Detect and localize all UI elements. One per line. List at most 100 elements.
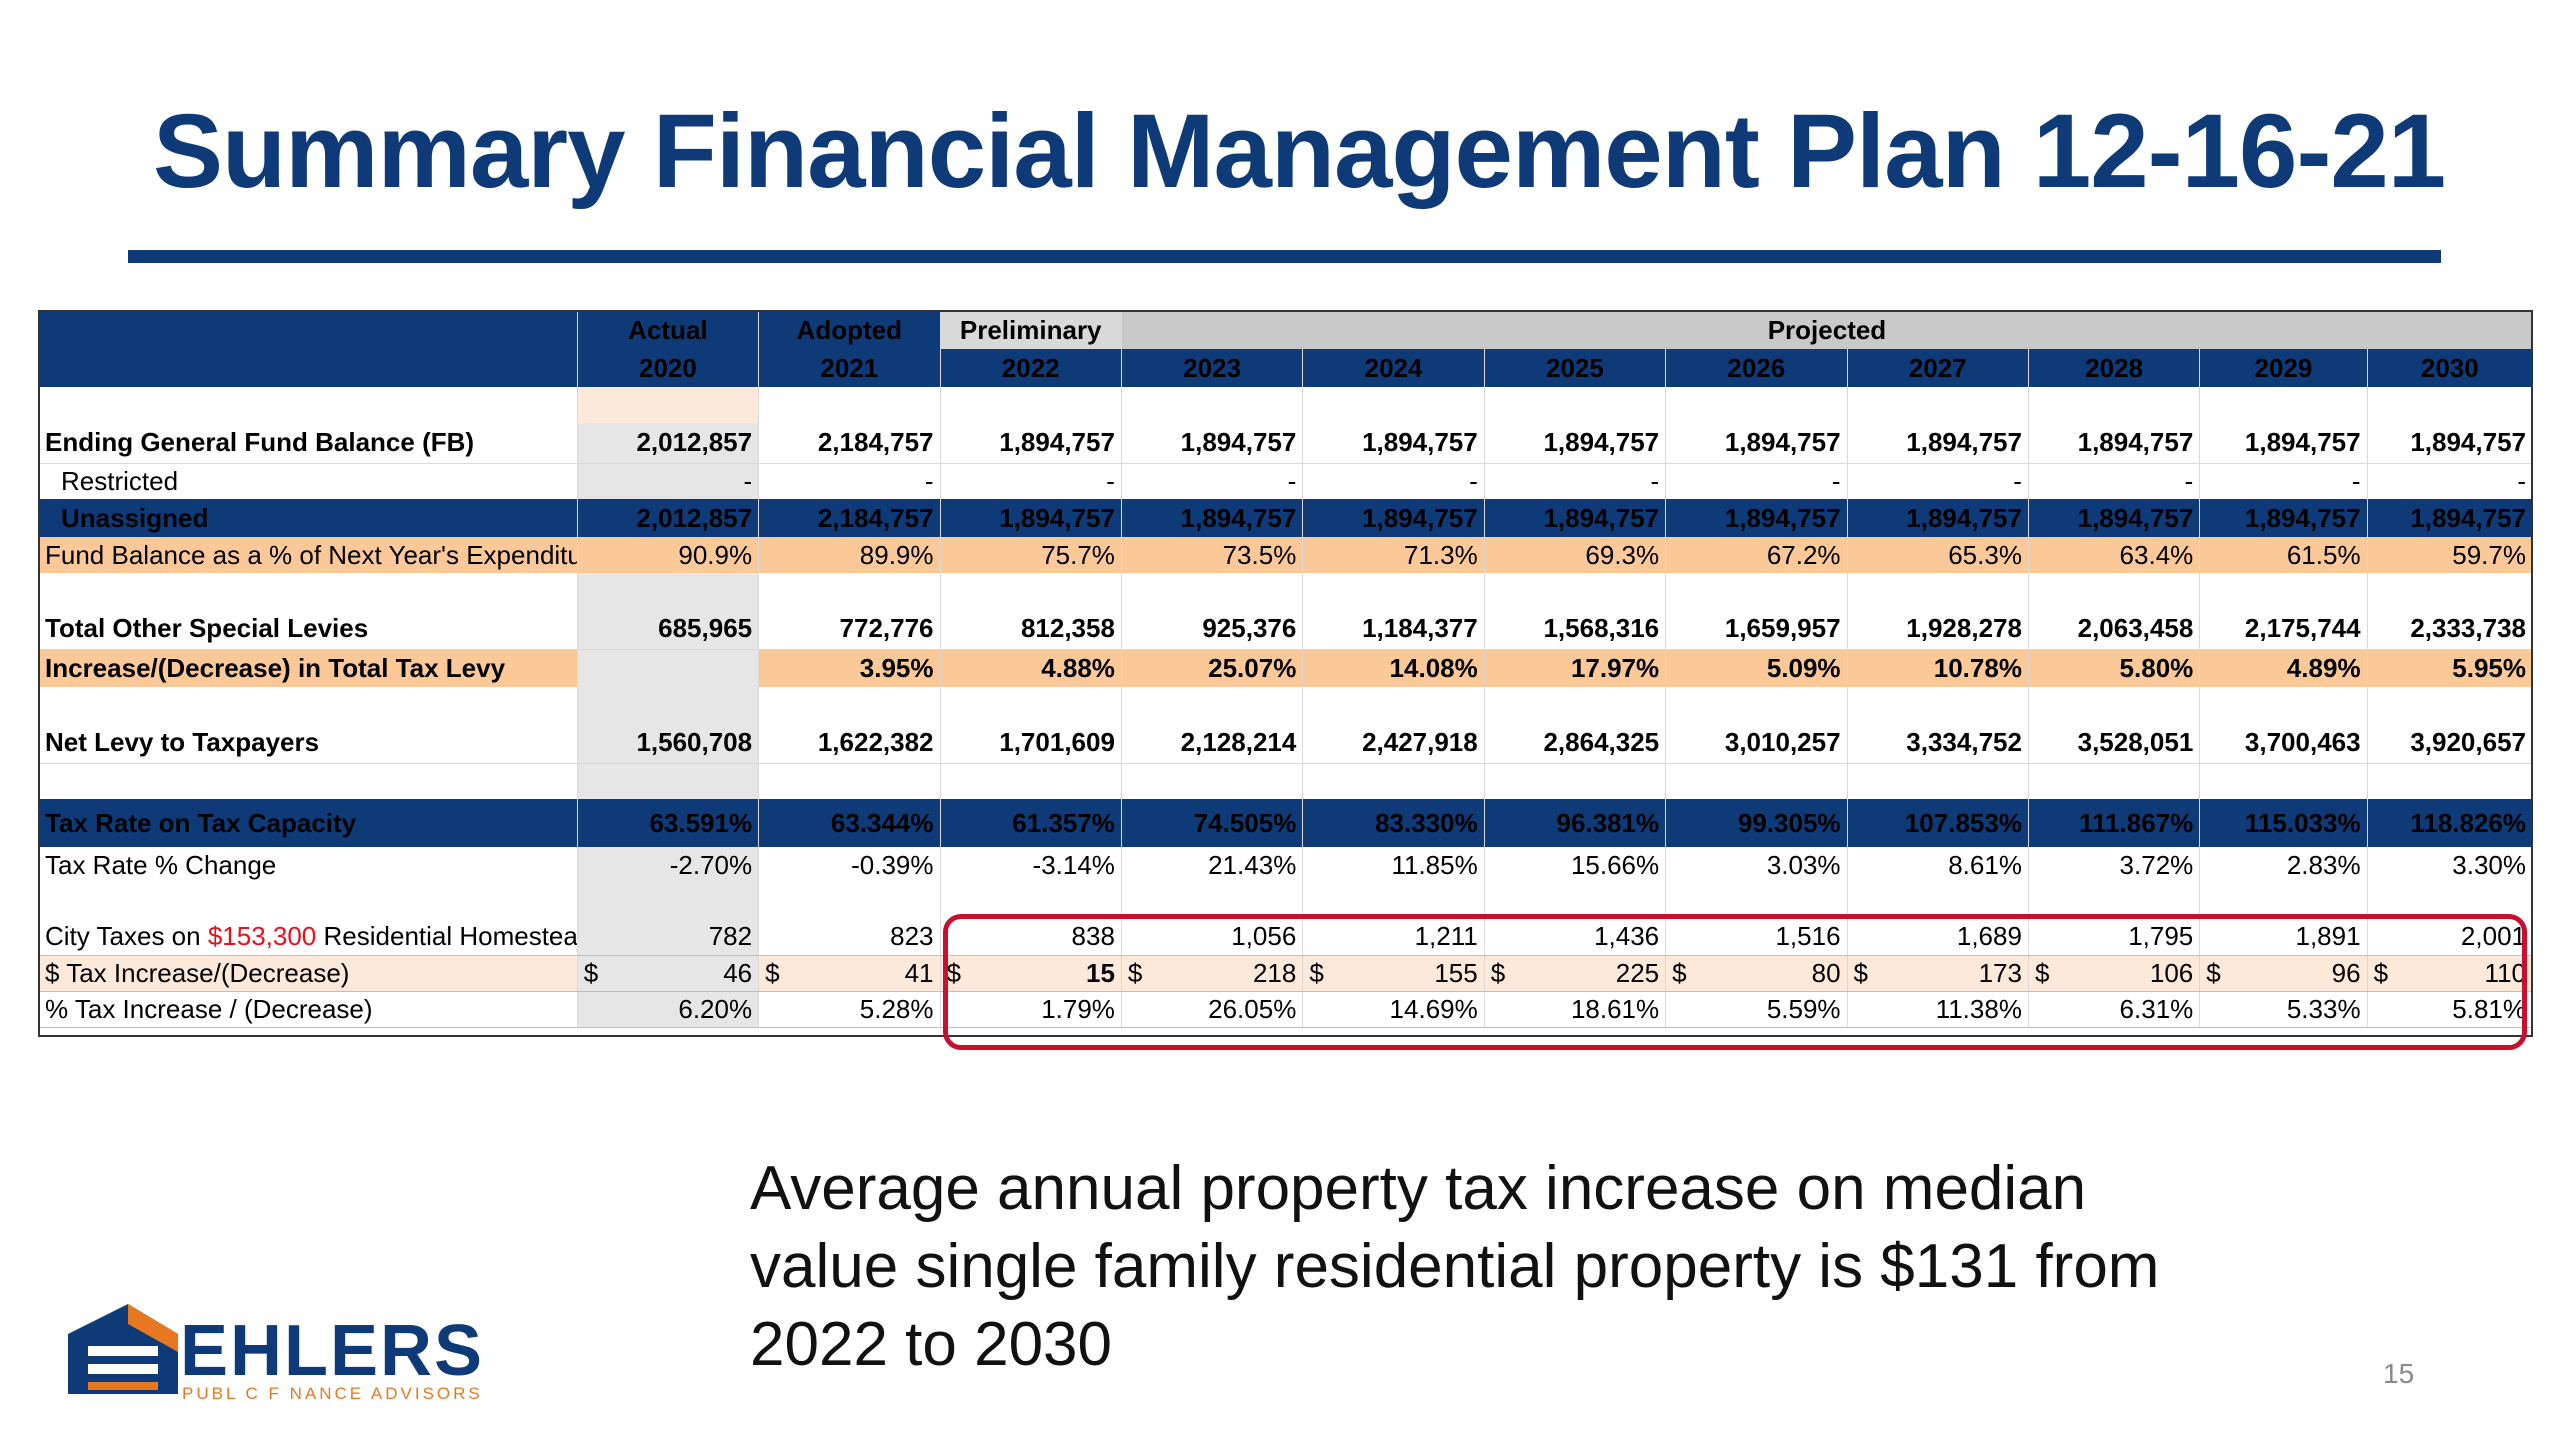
currency-symbol: $ (1672, 957, 1687, 988)
logo-tagline: PUBL C F NANCE ADVISORS (182, 1384, 483, 1403)
table-cell: 3.03% (1665, 847, 1848, 883)
table-cell: 925,376 (1121, 609, 1304, 650)
table-cell: 823 (758, 919, 941, 956)
table-cell: 1,894,757 (1847, 423, 2029, 464)
row-label: Restricted (39, 463, 578, 499)
table-cell: 63.4% (2028, 537, 2201, 573)
table-cell: 2,175,744 (2199, 609, 2368, 650)
table-cell: 2.83% (2199, 847, 2368, 883)
highlight-box (943, 914, 2527, 1050)
table-cell: 8.61% (1847, 847, 2029, 883)
table-cell: $96 (2199, 955, 2368, 992)
table-cell: 69.3% (1484, 537, 1667, 573)
table-cell: 90.9% (577, 537, 760, 573)
table-cell: 6.31% (2028, 991, 2201, 1028)
header-year: 2030 (2367, 349, 2534, 387)
table-cell: 1,894,757 (2367, 499, 2534, 537)
table-cell: 3.72% (2028, 847, 2201, 883)
cell-value: 155 (1434, 957, 1478, 988)
table-cell: 1,894,757 (2028, 423, 2201, 464)
row-dollar-tax-change: $ Tax Increase/(Decrease) $46 $41 $15 $218 $1… (39, 955, 2534, 992)
header-year: 2022 (940, 349, 1122, 387)
table-cell: 14.69% (1302, 991, 1485, 1028)
table-cell: 812,358 (940, 609, 1122, 650)
currency-symbol: $ (1127, 957, 1143, 988)
table-cell: - (1847, 463, 2029, 499)
table-cell: - (2199, 463, 2368, 499)
cell-value: 110 (2484, 957, 2526, 988)
row-city-taxes: City Taxes on $153,300 Residential Homes… (39, 919, 2534, 956)
table-cell: 2,333,738 (2367, 609, 2534, 650)
table-cell: 1,795 (2028, 919, 2201, 956)
table-cell: 18.61% (1484, 991, 1667, 1028)
row-total-other-special-levies: Total Other Special Levies 685,965 772,776… (39, 609, 2534, 650)
table-cell: 2,063,458 (2028, 609, 2201, 650)
header-year: 2020 (577, 349, 760, 387)
table-cell (577, 649, 760, 687)
table-cell: 99.305% (1665, 799, 1848, 847)
table-cell: 3,334,752 (1847, 723, 2029, 764)
row-label: Tax Rate % Change (39, 847, 578, 883)
header-projected: Projected (1121, 311, 2534, 349)
title-underline (128, 250, 2441, 263)
table-cell: 71.3% (1302, 537, 1485, 573)
currency-symbol: $ (1490, 957, 1506, 988)
currency-symbol: $ (1309, 957, 1324, 988)
table-cell: 772,776 (758, 609, 941, 650)
table-cell: 2,012,857 (577, 423, 760, 464)
row-tax-rate: Tax Rate on Tax Capacity 63.591% 63.344% 61… (39, 799, 2534, 847)
table-cell: $173 (1847, 955, 2029, 992)
currency-symbol: $ (583, 957, 599, 988)
table-cell: 1,894,757 (1484, 499, 1667, 537)
table-cell: 1,894,757 (1665, 423, 1848, 464)
table-cell: 75.7% (940, 537, 1122, 573)
table-cell: 1,894,757 (1121, 423, 1304, 464)
header-year: 2028 (2028, 349, 2201, 387)
table-cell: 5.09% (1665, 649, 1848, 687)
table-cell: $46 (577, 955, 760, 992)
table-cell: 1,560,708 (577, 723, 760, 764)
table-cell: 26.05% (1121, 991, 1304, 1028)
cell-value: 15 (1086, 957, 1115, 988)
row-fund-balance-pct: Fund Balance as a % of Next Year's Expen… (39, 537, 2534, 573)
table-cell: 10.78% (1847, 649, 2029, 687)
table-cell: - (2028, 463, 2201, 499)
table-cell: 1,894,757 (2028, 499, 2201, 537)
table-cell: - (940, 463, 1122, 499)
currency-symbol: $ (2206, 957, 2221, 988)
row-label: $ Tax Increase/(Decrease) (39, 955, 578, 992)
table-cell: 83.330% (1302, 799, 1485, 847)
header-group-row: Actual Adopted Preliminary Projected (39, 311, 2534, 349)
table-cell: $41 (758, 955, 941, 992)
table-cell: 1,894,757 (1847, 499, 2029, 537)
spacer-row (39, 883, 2534, 919)
header-year-row: 2020 2021 2022 2023 2024 2025 2026 2027 2028 2029… (39, 349, 2534, 387)
table-cell: - (577, 463, 760, 499)
table-cell: 1,184,377 (1302, 609, 1485, 650)
table-cell: 1,894,757 (2367, 423, 2534, 464)
table-cell: - (1484, 463, 1667, 499)
table-cell: 61.5% (2199, 537, 2368, 573)
row-label: Net Levy to Taxpayers (39, 723, 578, 764)
table-cell: 73.5% (1121, 537, 1304, 573)
table-cell: 63.591% (577, 799, 760, 847)
table-cell: $110 (2367, 955, 2534, 992)
table-cell: 3.95% (758, 649, 941, 687)
table-cell: 2,128,214 (1121, 723, 1304, 764)
table-cell: 1,622,382 (758, 723, 941, 764)
table-cell: 1,894,757 (940, 423, 1122, 464)
logo-wordmark: EHLERS (180, 1311, 485, 1391)
table-cell: 111.867% (2028, 799, 2201, 847)
row-label: Total Other Special Levies (39, 609, 578, 650)
table-cell: 1.79% (940, 991, 1122, 1028)
table-cell: 2,184,757 (758, 423, 941, 464)
table-cell: 3,920,657 (2367, 723, 2534, 764)
table-cell: 1,894,757 (1302, 423, 1485, 464)
table-cell: 1,928,278 (1847, 609, 2029, 650)
financial-plan-table: Actual Adopted Preliminary Projected 202… (39, 311, 2534, 1028)
table-cell: 61.357% (940, 799, 1122, 847)
row-tax-rate-change: Tax Rate % Change -2.70% -0.39% -3.14% 21.43… (39, 847, 2534, 883)
row-net-levy: Net Levy to Taxpayers 1,560,708 1,622,382 1… (39, 723, 2534, 764)
table-cell: 118.826% (2367, 799, 2534, 847)
table-cell: 17.97% (1484, 649, 1667, 687)
